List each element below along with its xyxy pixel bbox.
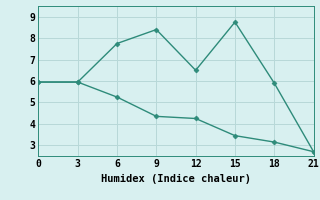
X-axis label: Humidex (Indice chaleur): Humidex (Indice chaleur)	[101, 174, 251, 184]
